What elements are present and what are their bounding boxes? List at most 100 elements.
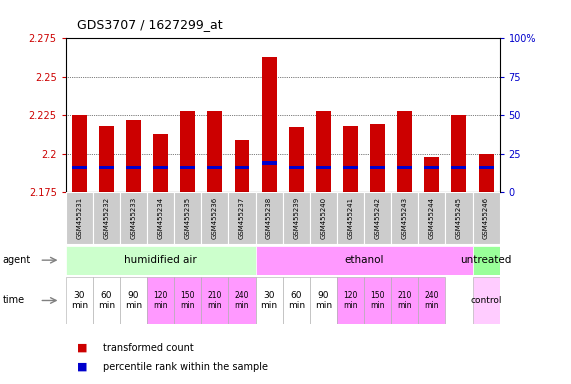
- Bar: [228, 192, 255, 244]
- Bar: [364, 192, 391, 244]
- Text: GSM455244: GSM455244: [429, 197, 435, 239]
- Bar: [174, 277, 202, 323]
- Bar: [397, 111, 412, 192]
- Text: GDS3707 / 1627299_at: GDS3707 / 1627299_at: [77, 18, 223, 31]
- Bar: [289, 127, 304, 192]
- Bar: [391, 192, 418, 244]
- Bar: [72, 166, 87, 169]
- Text: 60
min: 60 min: [288, 291, 305, 310]
- Bar: [147, 192, 174, 244]
- Text: 150
min: 150 min: [180, 291, 195, 310]
- Bar: [180, 111, 195, 192]
- Bar: [391, 277, 418, 323]
- Text: GSM455239: GSM455239: [293, 197, 299, 239]
- Bar: [343, 166, 358, 169]
- Bar: [207, 166, 222, 169]
- Bar: [283, 277, 309, 323]
- Text: GSM455236: GSM455236: [212, 197, 218, 239]
- Bar: [126, 166, 141, 169]
- Bar: [478, 154, 493, 192]
- Bar: [120, 277, 147, 323]
- Bar: [289, 166, 304, 169]
- Bar: [262, 161, 276, 165]
- Bar: [93, 192, 120, 244]
- Bar: [207, 111, 222, 192]
- Bar: [418, 192, 445, 244]
- Bar: [180, 166, 195, 169]
- Text: transformed count: transformed count: [103, 343, 194, 353]
- Bar: [99, 126, 114, 192]
- Text: GSM455240: GSM455240: [320, 197, 327, 239]
- Text: GSM455234: GSM455234: [158, 197, 164, 239]
- Bar: [147, 277, 174, 323]
- Bar: [343, 126, 358, 192]
- Text: agent: agent: [3, 255, 31, 265]
- Bar: [309, 192, 337, 244]
- Bar: [316, 166, 331, 169]
- Bar: [99, 166, 114, 169]
- Bar: [255, 246, 472, 275]
- Bar: [120, 192, 147, 244]
- Text: 60
min: 60 min: [98, 291, 115, 310]
- Bar: [66, 192, 93, 244]
- Text: GSM455238: GSM455238: [266, 197, 272, 239]
- Text: 240
min: 240 min: [425, 291, 439, 310]
- Text: 210
min: 210 min: [208, 291, 222, 310]
- Text: percentile rank within the sample: percentile rank within the sample: [103, 362, 268, 372]
- Text: 90
min: 90 min: [315, 291, 332, 310]
- Bar: [370, 124, 385, 192]
- Bar: [316, 111, 331, 192]
- Text: 30
min: 30 min: [260, 291, 278, 310]
- Bar: [235, 166, 250, 169]
- Text: ■: ■: [77, 343, 87, 353]
- Bar: [364, 277, 391, 323]
- Bar: [445, 192, 473, 244]
- Text: humidified air: humidified air: [124, 255, 197, 265]
- Bar: [66, 277, 93, 323]
- Bar: [370, 166, 385, 169]
- Text: GSM455232: GSM455232: [103, 197, 110, 239]
- Bar: [337, 277, 364, 323]
- Text: GSM455246: GSM455246: [483, 197, 489, 239]
- Text: untreated: untreated: [460, 255, 512, 265]
- Bar: [309, 277, 337, 323]
- Bar: [255, 192, 283, 244]
- Text: control: control: [471, 296, 502, 305]
- Bar: [473, 246, 500, 275]
- Bar: [153, 166, 168, 169]
- Bar: [201, 277, 228, 323]
- Bar: [283, 192, 309, 244]
- Text: 210
min: 210 min: [397, 291, 412, 310]
- Bar: [262, 57, 276, 192]
- Bar: [473, 192, 500, 244]
- Text: GSM455231: GSM455231: [76, 197, 82, 239]
- Text: ethanol: ethanol: [344, 255, 384, 265]
- Text: 150
min: 150 min: [371, 291, 385, 310]
- Text: 90
min: 90 min: [125, 291, 142, 310]
- Bar: [452, 115, 467, 192]
- Text: GSM455233: GSM455233: [130, 197, 136, 239]
- Bar: [66, 246, 255, 275]
- Bar: [72, 115, 87, 192]
- Bar: [337, 192, 364, 244]
- Bar: [93, 277, 120, 323]
- Bar: [452, 166, 467, 169]
- Text: 30
min: 30 min: [71, 291, 88, 310]
- Text: GSM455242: GSM455242: [375, 197, 381, 239]
- Text: 120
min: 120 min: [154, 291, 168, 310]
- Bar: [174, 192, 202, 244]
- Bar: [418, 277, 445, 323]
- Bar: [478, 166, 493, 169]
- Text: ■: ■: [77, 362, 87, 372]
- Text: GSM455243: GSM455243: [401, 197, 408, 239]
- Text: 120
min: 120 min: [343, 291, 357, 310]
- Text: GSM455241: GSM455241: [347, 197, 353, 239]
- Bar: [424, 166, 439, 169]
- Text: 240
min: 240 min: [235, 291, 249, 310]
- Bar: [473, 277, 500, 323]
- Bar: [228, 277, 255, 323]
- Bar: [201, 192, 228, 244]
- Bar: [153, 134, 168, 192]
- Text: GSM455245: GSM455245: [456, 197, 462, 239]
- Bar: [235, 140, 250, 192]
